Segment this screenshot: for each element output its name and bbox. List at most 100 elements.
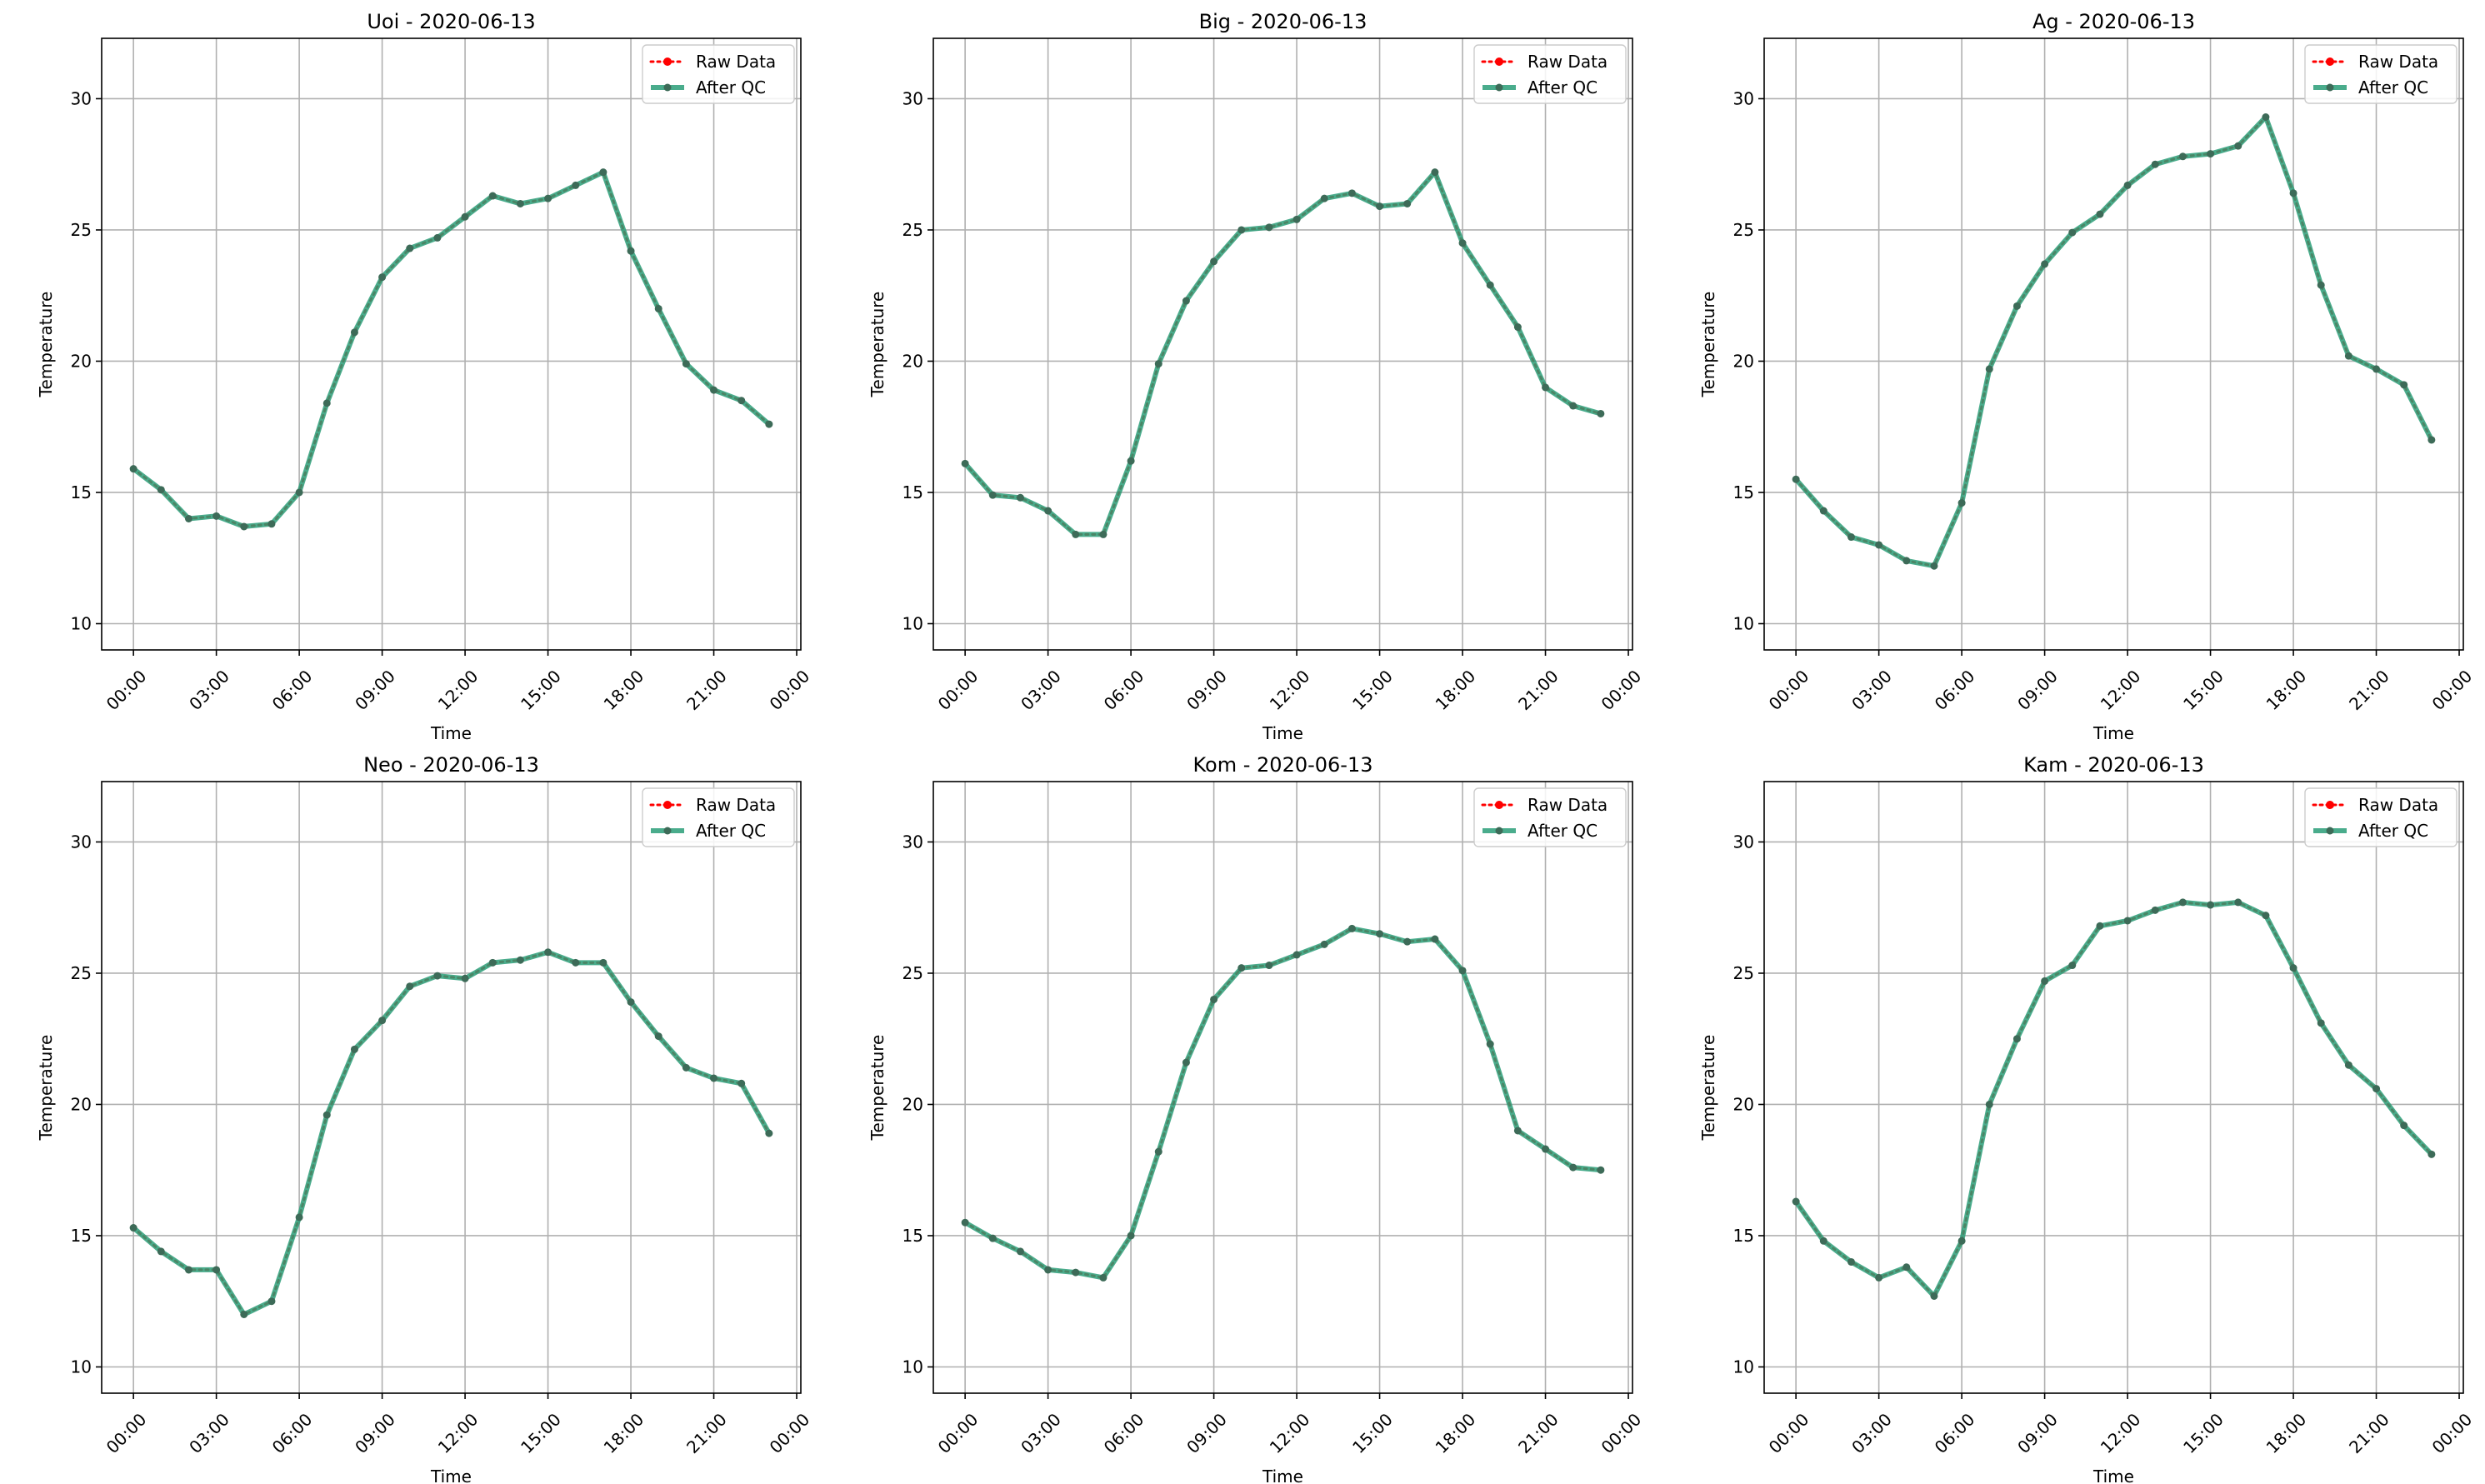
x-tick-label: 03:00	[1848, 666, 1896, 714]
legend: Raw Data After QC	[1473, 787, 1627, 847]
data-point	[1792, 475, 1800, 483]
data-point	[1016, 493, 1024, 502]
axes-frame	[101, 37, 802, 651]
x-tick-label: 21:00	[2345, 666, 2393, 714]
x-tick-label: 06:00	[1100, 666, 1148, 714]
data-point	[184, 1266, 192, 1274]
data-point	[1238, 964, 1246, 972]
data-point	[1542, 1145, 1550, 1153]
legend-raw-label: Raw Data	[2358, 52, 2438, 72]
y-tick-label: 20	[71, 351, 92, 371]
legend-qc-label: After QC	[696, 821, 766, 841]
data-point	[1486, 1040, 1494, 1048]
data-point	[2400, 381, 2408, 389]
data-point	[1403, 199, 1412, 207]
data-point	[1486, 281, 1494, 289]
x-tick-label: 00:00	[2428, 1409, 2477, 1457]
x-tick-label: 00:00	[1598, 666, 1646, 714]
data-point	[1265, 962, 1273, 970]
data-point	[1792, 1197, 1800, 1206]
data-point	[1902, 557, 1911, 565]
data-point	[2068, 962, 2077, 970]
data-point	[1569, 1163, 1578, 1172]
y-tick-label: 15	[902, 1226, 923, 1246]
after-qc-line	[962, 169, 1602, 537]
data-point	[212, 1266, 221, 1274]
x-tick-label: 00:00	[102, 1409, 151, 1457]
x-tick-label: 21:00	[2345, 1409, 2393, 1457]
data-point	[1154, 360, 1162, 368]
data-point	[1958, 1237, 1966, 1245]
data-point	[2317, 281, 2325, 289]
data-point	[1016, 1247, 1024, 1256]
data-point	[1847, 533, 1855, 542]
y-tick-label: 30	[71, 88, 92, 108]
x-tick-label: 18:00	[600, 666, 648, 714]
data-point	[1154, 1147, 1162, 1156]
data-point	[433, 972, 442, 980]
data-point	[765, 1129, 773, 1137]
data-point	[1597, 1166, 1605, 1174]
data-point	[184, 514, 192, 522]
data-point	[988, 491, 997, 499]
data-point	[2428, 436, 2436, 444]
data-point	[1127, 1232, 1135, 1240]
legend: Raw Data After QC	[1473, 44, 1627, 104]
y-tick-label: 30	[1733, 88, 1754, 108]
data-point	[433, 233, 442, 242]
x-tick-label: 00:00	[1765, 666, 1813, 714]
after-qc-line	[963, 926, 1602, 1281]
x-tick-label: 21:00	[682, 666, 731, 714]
data-point	[1238, 226, 1246, 234]
data-point	[129, 1224, 138, 1232]
x-axis-label: Time	[1262, 723, 1303, 743]
data-point	[572, 181, 580, 189]
y-tick-label: 10	[1733, 613, 1754, 633]
subplot-3: 00:00 03:00 06:00 09:00 12:00 15:00 18:00 21:00…	[1698, 10, 2476, 743]
chart-title: Neo - 2020-06-13	[363, 753, 539, 777]
legend-raw-label: Raw Data	[696, 795, 776, 815]
data-point	[2178, 898, 2187, 907]
chart-title: Uoi - 2020-06-13	[367, 10, 535, 33]
x-tick-label: 15:00	[517, 1409, 565, 1457]
data-point	[1182, 297, 1190, 305]
axes-frame	[101, 781, 802, 1394]
after-qc-line	[1793, 899, 2434, 1299]
data-point	[2289, 189, 2298, 197]
data-point	[961, 459, 969, 467]
data-point	[2068, 228, 2077, 237]
x-axis-label: Time	[2092, 723, 2134, 743]
data-point	[240, 1310, 248, 1318]
data-point	[1597, 409, 1605, 417]
data-point	[2012, 302, 2021, 310]
y-axis-label: Temperature	[36, 1035, 56, 1142]
legend-qc-label: After QC	[1528, 821, 1598, 841]
y-tick-label: 30	[1733, 832, 1754, 852]
x-tick-label: 12:00	[1266, 666, 1314, 714]
data-point	[1875, 541, 1883, 549]
data-point	[2400, 1122, 2408, 1130]
data-point	[516, 199, 524, 207]
y-tick-label: 20	[1733, 1094, 1754, 1114]
legend-raw-marker	[663, 801, 672, 809]
data-point	[1320, 940, 1328, 948]
data-point	[2178, 152, 2187, 161]
data-point	[1182, 1058, 1190, 1067]
data-point	[295, 488, 303, 497]
x-tick-label: 21:00	[1514, 666, 1562, 714]
data-point	[2234, 142, 2242, 150]
y-tick-label: 10	[902, 613, 923, 633]
x-tick-label: 18:00	[2262, 1409, 2311, 1457]
legend-qc-marker	[663, 827, 672, 835]
x-tick-label: 09:00	[351, 1409, 399, 1457]
data-point	[350, 1045, 358, 1053]
y-tick-label: 10	[71, 613, 92, 633]
x-tick-label: 15:00	[2179, 666, 2228, 714]
data-point	[1542, 383, 1550, 392]
data-point	[2096, 210, 2104, 218]
data-point	[1376, 930, 1384, 938]
data-point	[1930, 562, 1938, 570]
x-tick-label: 00:00	[1598, 1409, 1646, 1457]
x-tick-label: 00:00	[766, 1409, 814, 1457]
